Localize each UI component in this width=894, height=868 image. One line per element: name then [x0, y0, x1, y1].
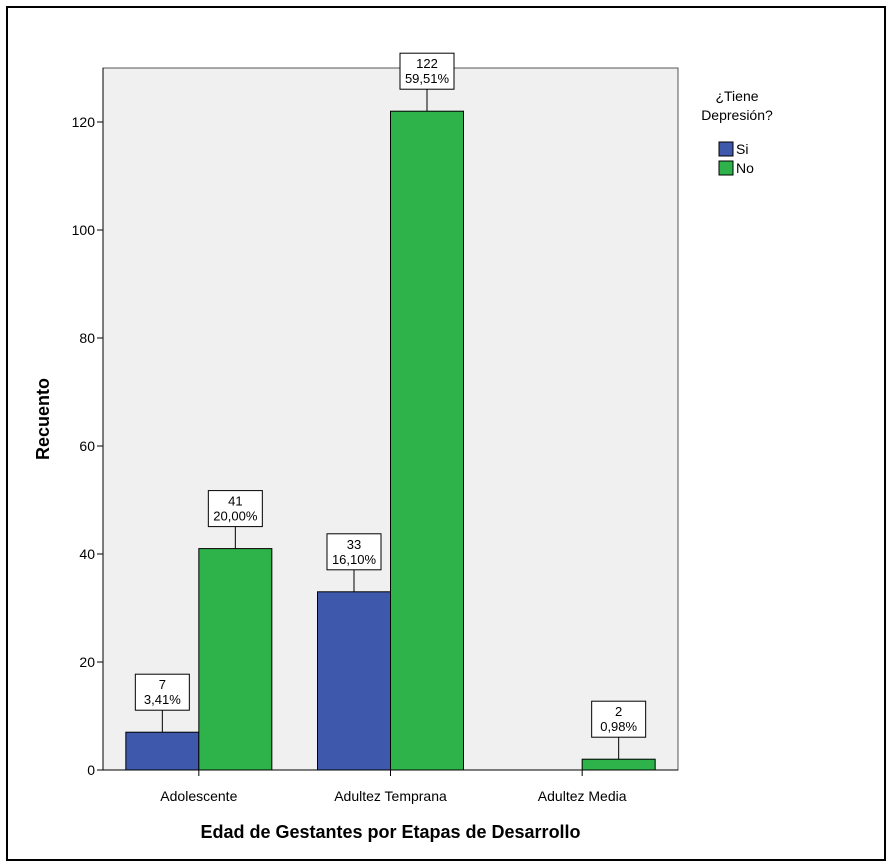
data-label-box: [207, 490, 263, 528]
data-label-count: 2: [615, 704, 622, 719]
y-tick-label: 20: [79, 654, 95, 670]
data-label-percent: 0,98%: [600, 719, 637, 734]
bar-no: [198, 548, 273, 771]
y-tick-label: 60: [79, 438, 95, 454]
legend-title-line-1: ¿Tiene: [715, 88, 758, 104]
y-tick-label: 100: [72, 222, 96, 238]
data-label-count: 41: [228, 494, 242, 509]
y-tick-label: 120: [72, 114, 96, 130]
y-tick-label: 40: [79, 546, 95, 562]
data-label-box: [134, 673, 190, 711]
x-tick-label: Adultez Media: [538, 788, 627, 804]
x-axis-title: Edad de Gestantes por Etapas de Desarrol…: [200, 822, 580, 842]
data-label-box: [399, 52, 455, 90]
bar-si: [125, 731, 200, 771]
x-axis: Adolescente Adultez Temprana Adultez Media: [103, 769, 678, 804]
data-label-box: [591, 700, 647, 738]
legend-swatch-no: [718, 160, 734, 176]
bar-si: [317, 591, 391, 771]
x-tick-label: Adultez Temprana: [334, 788, 447, 804]
legend: ¿Tiene Depresión? Si No: [701, 88, 773, 176]
data-label-count: 33: [347, 537, 361, 552]
y-tick-label: 0: [87, 762, 95, 778]
legend-title-line-2: Depresión?: [701, 107, 773, 123]
y-axis: 0 20 40 60 80 100 120: [72, 68, 104, 778]
data-label-count: 7: [159, 677, 166, 692]
legend-label-si: Si: [736, 141, 748, 157]
data-label-box: [326, 533, 382, 571]
data-label-percent: 20,00%: [213, 509, 258, 524]
y-tick-label: 80: [79, 330, 95, 346]
data-label-count: 122: [416, 56, 438, 71]
data-label-percent: 3,41%: [144, 692, 181, 707]
bar-no: [581, 758, 656, 771]
y-axis-title: Recuento: [33, 378, 53, 460]
bars: [125, 110, 656, 771]
data-label-percent: 16,10%: [332, 552, 377, 567]
legend-label-no: No: [736, 160, 754, 176]
x-tick-label: Adolescente: [160, 788, 237, 804]
legend-swatch-si: [718, 141, 734, 157]
data-label-percent: 59,51%: [405, 71, 450, 86]
bar-no: [390, 110, 464, 771]
